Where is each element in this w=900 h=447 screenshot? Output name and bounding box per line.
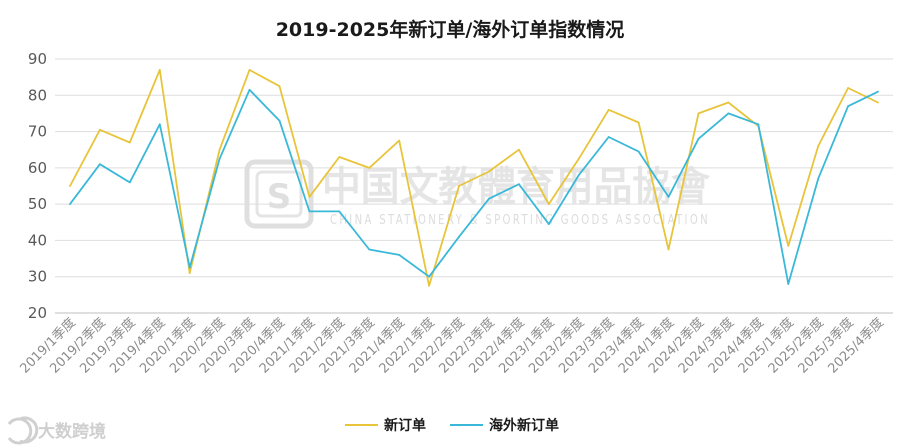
brand-text: 大数跨境	[38, 421, 106, 442]
data-point-series-0	[278, 85, 281, 88]
y-tick-label: 60	[28, 159, 47, 177]
data-point-series-1	[218, 157, 221, 160]
data-point-series-1	[428, 275, 431, 278]
data-point-series-1	[607, 136, 610, 138]
data-point-series-0	[98, 128, 101, 131]
data-point-series-0	[188, 272, 191, 274]
series-lines	[69, 68, 879, 287]
data-point-series-0	[787, 244, 790, 247]
y-tick-label: 80	[28, 86, 47, 104]
legend-label-series-0: 新订单	[384, 417, 426, 434]
data-point-series-0	[458, 185, 460, 187]
data-point-series-1	[757, 123, 760, 126]
data-point-series-0	[547, 203, 550, 206]
watermark-chinese-text: 中国文教體育用品協會	[322, 163, 711, 210]
data-point-series-0	[817, 145, 820, 147]
brand-mark: 大数跨境	[7, 416, 106, 445]
data-point-series-1	[398, 254, 401, 256]
data-point-series-0	[308, 195, 311, 198]
data-point-series-0	[248, 68, 251, 71]
data-point-series-0	[517, 148, 520, 151]
data-point-series-1	[547, 223, 550, 226]
data-point-series-0	[338, 156, 341, 158]
data-point-series-1	[458, 235, 460, 238]
association-logo-icon: S	[244, 159, 314, 229]
x-axis: 2019/1季度2019/2季度2019/3季度2019/4季度2020/1季度…	[17, 315, 887, 377]
y-tick-label: 90	[28, 50, 47, 68]
data-point-series-1	[308, 210, 311, 213]
data-point-series-1	[727, 112, 730, 115]
data-point-series-0	[847, 87, 850, 89]
y-tick-label: 40	[28, 231, 47, 249]
watermark-english-text: CHINA STATIONERY & SPORTING GOODS ASSOCI…	[330, 213, 710, 228]
y-tick-label: 70	[28, 123, 47, 141]
data-point-series-1	[368, 248, 371, 251]
data-point-series-1	[667, 195, 670, 198]
data-point-series-0	[667, 248, 670, 251]
data-point-series-0	[727, 101, 730, 104]
watermark: S 中国文教體育用品協會 CHINA STATIONERY & SPORTING…	[244, 159, 711, 229]
data-point-series-0	[218, 148, 221, 151]
data-point-series-0	[577, 157, 580, 160]
data-point-series-1	[488, 197, 490, 200]
data-point-series-1	[248, 88, 251, 91]
legend-label-series-1: 海外新订单	[489, 417, 559, 434]
data-point-series-0	[877, 101, 879, 104]
data-point-series-1	[188, 266, 191, 269]
data-point-series-1	[577, 174, 580, 177]
data-point-series-1	[278, 119, 281, 122]
data-point-series-0	[637, 121, 640, 124]
data-point-series-1	[517, 183, 520, 186]
data-point-series-1	[847, 105, 850, 108]
data-point-series-1	[338, 210, 341, 213]
data-point-series-1	[637, 150, 640, 153]
data-point-series-0	[368, 166, 371, 169]
series-line-0	[69, 69, 879, 287]
chart-title: 2019-2025年新订单/海外订单指数情况	[276, 18, 625, 41]
logo-letter: S	[267, 177, 292, 217]
data-point-series-0	[128, 141, 131, 144]
data-point-series-1	[697, 137, 700, 140]
grid-lines	[55, 58, 893, 314]
data-point-series-0	[488, 170, 490, 173]
data-point-series-1	[69, 203, 71, 206]
y-tick-label: 50	[28, 195, 47, 213]
legend: 新订单 海外新订单	[345, 417, 559, 434]
data-point-series-0	[69, 185, 71, 187]
data-point-series-1	[817, 177, 820, 180]
data-point-series-1	[128, 181, 131, 184]
brand-logo-icon	[7, 416, 39, 445]
data-point-series-1	[98, 163, 101, 166]
data-point-series-1	[787, 283, 790, 285]
data-point-series-1	[877, 90, 879, 93]
series-line-1	[69, 88, 879, 285]
data-point-series-0	[607, 108, 610, 111]
y-axis: 20 30 40 50 60 70 80 90	[28, 50, 47, 322]
y-tick-label: 30	[28, 268, 47, 286]
data-point-series-0	[697, 112, 700, 115]
data-point-series-0	[158, 68, 161, 71]
data-point-series-1	[158, 123, 161, 126]
data-point-series-0	[398, 139, 401, 142]
y-tick-label: 20	[28, 304, 47, 322]
data-point-series-0	[428, 284, 431, 287]
